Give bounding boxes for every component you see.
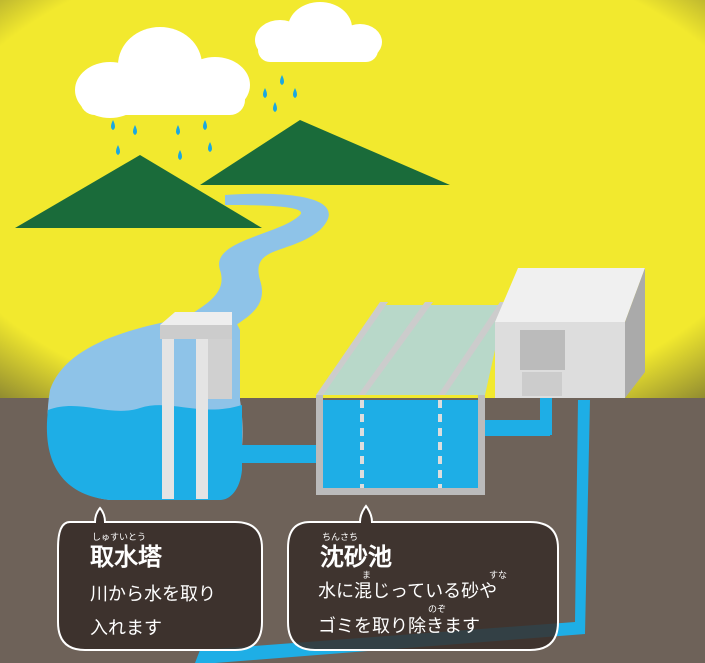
tower (196, 339, 208, 499)
label-text: 入れます (90, 618, 162, 639)
label-title: 沈砂池 (320, 543, 392, 571)
machine (520, 330, 565, 370)
river (170, 193, 329, 330)
pipe (228, 445, 323, 463)
label-text: 水に混じっている砂や (318, 581, 497, 602)
building-side (625, 268, 645, 398)
tower (208, 339, 232, 399)
rain (111, 75, 297, 160)
furigana: ま (362, 570, 371, 581)
pipe (540, 395, 552, 435)
furigana: すな (489, 570, 507, 581)
clouds (75, 2, 382, 118)
reading: しゅすいとう (92, 532, 146, 543)
tower-top (160, 312, 232, 325)
tower (162, 339, 174, 499)
label-bubble (57, 506, 263, 651)
pipe (480, 420, 550, 436)
machine (522, 372, 562, 396)
label-text: 川から水を取り (90, 584, 216, 605)
label-bubble (287, 504, 559, 651)
mountain (200, 120, 450, 185)
label-title: 取水塔 (90, 543, 163, 571)
label-text: ゴミを取り除きます (318, 616, 480, 637)
building-roof (495, 268, 645, 322)
lake-water (46, 405, 242, 500)
basin-water (322, 400, 480, 490)
basin-wall (438, 302, 508, 395)
mountain (15, 155, 262, 228)
basin-wall (358, 302, 433, 395)
reading: ちんさち (322, 532, 358, 543)
furigana: のぞ (428, 604, 446, 615)
tower (160, 325, 232, 339)
basin-wall (316, 302, 388, 395)
